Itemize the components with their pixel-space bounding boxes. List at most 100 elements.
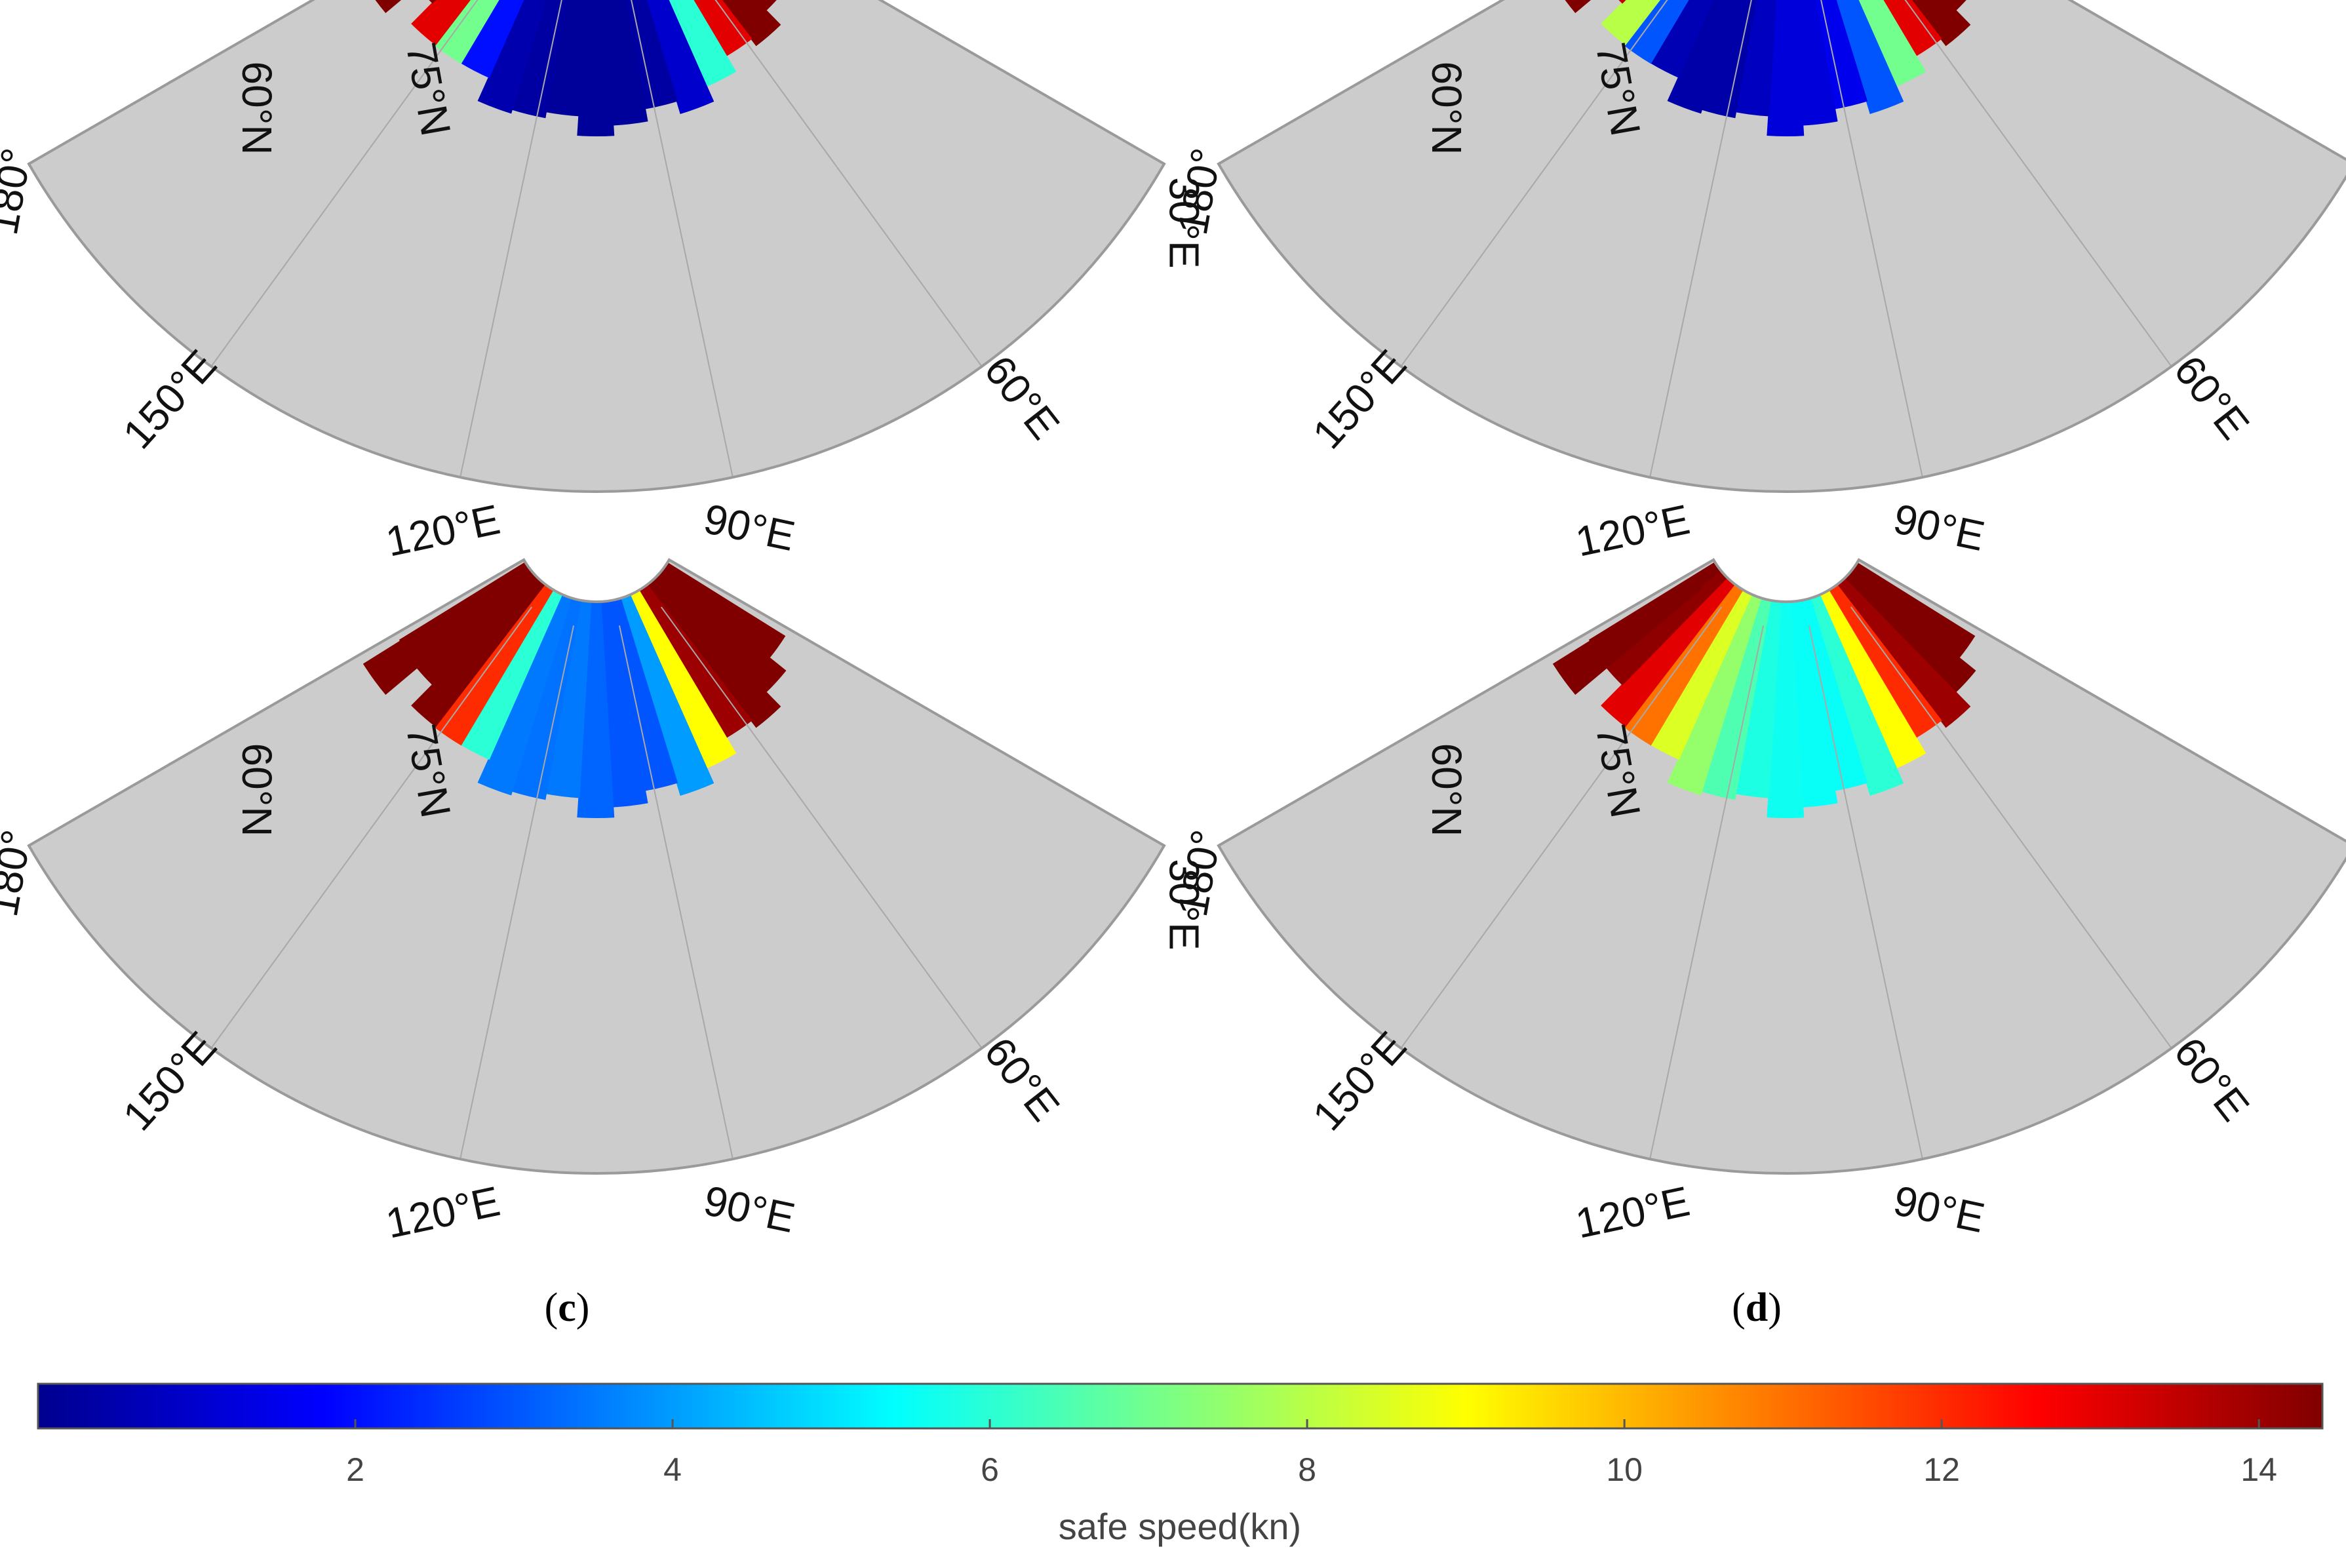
speed-sector [1944,0,1966,12]
caption-letter: d [1746,1285,1768,1330]
colorbar-tick-label: 10 [1606,1451,1643,1488]
speed-sector [1734,0,1777,117]
land-area [28,560,1165,1173]
speed-sector [434,0,499,64]
speed-sector [1601,578,1736,728]
meridian-line [1850,606,2172,1049]
panel-outline [27,0,1166,494]
meridian-line [618,625,733,1160]
speed-sector [630,590,737,769]
speed-sector [460,589,563,760]
longitude-label: 180° [0,145,41,239]
speed-sector [638,584,753,739]
speed-sector [1618,0,1626,4]
speed-sector [1700,0,1757,119]
graticule [210,606,983,1160]
speed-sector [646,0,714,115]
meridian-line [210,606,533,1049]
meridian-line [1400,0,1668,367]
speed-sector [1910,0,1971,47]
speed-sector [1858,0,1926,87]
longitude-label: 180° [1169,827,1230,920]
speed-sector [545,600,592,798]
speed-sector [1667,594,1762,796]
speed-sector [1603,570,1728,686]
speed-sector [1624,584,1744,746]
speed-sector [692,0,753,57]
speed-sector [1767,601,1805,819]
meridian-line [714,0,983,367]
panel-outline [1217,558,2346,1175]
speed-sector [577,601,615,819]
speed-sector [1882,0,1942,57]
speed-sector [1565,0,1592,13]
meridian-line [1649,0,1752,478]
speed-sector [655,570,787,694]
meridian-line [1649,625,1765,1160]
speed-sector [511,598,582,800]
longitude-label: 90°E [1890,495,1989,560]
ocean-speed-field [1552,562,1976,819]
longitude-label: 120°E [1572,496,1694,566]
speed-sector [1650,0,1714,79]
caption-close: ) [576,1285,590,1330]
speed-sector [620,595,714,796]
latitude-label: 60°N [233,62,281,155]
caption-close: ) [1768,1285,1782,1330]
colorbar-tick-label: 12 [1923,1451,1960,1488]
speed-sector [1795,0,1838,126]
speed-sector [1552,576,1702,695]
speed-sector [1801,598,1868,791]
speed-sector [362,576,513,695]
speed-sector [1814,0,1868,109]
colorbar-tick-label: 6 [981,1451,999,1488]
speed-sector [1601,0,1660,46]
longitude-label: 150°E [114,341,226,458]
panel-caption: (c) [545,1285,590,1330]
speed-sector [460,0,524,79]
speed-sector [1667,0,1736,114]
speed-sector [625,0,678,109]
longitude-label: 150°E [114,1023,226,1139]
meridian-line [1400,606,1723,1049]
speed-sector [1837,578,1971,728]
meridian-line [1904,0,2172,367]
longitude-label: 120°E [1572,1177,1694,1247]
colorbar-tick-label: 8 [1298,1451,1316,1488]
speed-sector [375,0,402,13]
colorbar-gradient [37,1382,2324,1430]
speed-sector [1828,584,1942,739]
speed-sector [429,0,437,4]
speed-sector [1624,0,1689,64]
panel-outline [1217,0,2346,494]
speed-sector [668,0,737,87]
speed-sector [754,0,777,12]
meridian-line [660,606,983,1049]
longitude-label: 120°E [382,496,504,566]
speed-sector [413,570,538,686]
speed-sector [1650,589,1753,760]
speed-sector [477,594,572,796]
caption-open: ( [545,1285,558,1330]
caption-open: ( [1732,1285,1746,1330]
speed-sector [1820,590,1926,769]
speed-sector [1851,562,1976,659]
speed-sector [611,598,678,791]
speed-sector [411,0,471,46]
speed-sector [605,0,648,126]
graticule [1400,606,2172,1160]
longitude-label: 180° [0,827,41,920]
longitude-label: 90°E [700,495,799,560]
map-panels: 30°E60°E90°E120°E150°E180°60°N75°N(a)30°… [0,0,2346,1330]
meridian-line [210,0,479,367]
colorbar: 2 4 6 8 10 12 14 safe speed(kn) [37,1382,2324,1547]
panel-caption: (d) [1732,1285,1782,1330]
speed-sector [600,600,648,808]
meridian-line [459,625,575,1160]
speed-sector [1845,570,1976,694]
speed-sector [1734,600,1782,798]
